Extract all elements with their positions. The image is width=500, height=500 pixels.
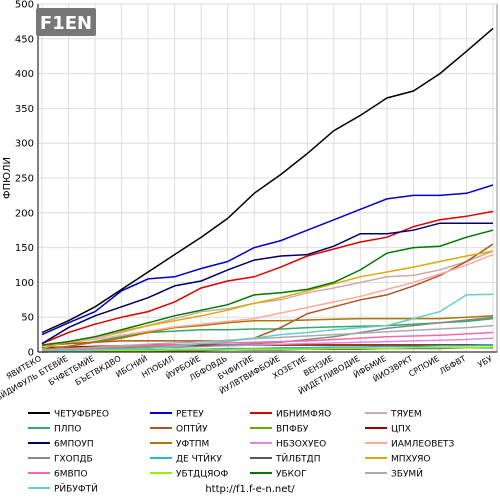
series-line-4 [41, 317, 494, 350]
legend-label: ИАМЛЕОВЕТЗ [391, 440, 455, 450]
legend-label: ПЛПО [54, 425, 81, 435]
y-tick-label: 250 [15, 174, 34, 185]
y-tick-label: 450 [15, 34, 34, 45]
y-tick-label: 400 [15, 69, 34, 80]
legend-label: УБТДЦЯОФ [176, 470, 229, 480]
series-line-0 [41, 27, 494, 334]
legend-label: ЦПХ [391, 425, 411, 435]
y-tick-label: 350 [15, 104, 34, 115]
series-line-18 [41, 229, 494, 346]
legend-label: 6МПОУП [54, 440, 94, 450]
legend-label: ДЕ ЧТЙКУ [176, 453, 222, 465]
series-line-1 [41, 184, 494, 336]
series-group [41, 27, 494, 353]
series-line-11 [41, 253, 494, 346]
legend-label: РЙБУФТЙ [54, 483, 98, 495]
source-url[interactable]: http://f1.f-e-n.net/ [205, 484, 295, 495]
series-line-3 [41, 250, 494, 348]
y-tick-labels: 0 50 100 150 200 250 300 350 400 450 500 [15, 0, 34, 359]
y-tick-label: 100 [15, 278, 34, 289]
axes [37, 4, 497, 353]
legend-label: ОПТЙУ [176, 423, 208, 435]
legend-label: ЧЕТУФБРЕО [54, 410, 109, 420]
series-line-17 [42, 346, 494, 353]
f1en-logo: F1EN [36, 8, 96, 36]
y-tick-label: 0 [28, 348, 34, 359]
x-category-label: ЛБФВТ [438, 354, 468, 376]
legend-label: 6МВПО [54, 470, 88, 480]
legend: ЧЕТУФБРЕО РЕТЕУ ИБНИМФЯО ТЯУЕМ ПЛПО ОПТЙУ ВПФБ… [28, 410, 455, 495]
y-tick-label: 50 [21, 313, 34, 324]
y-tick-label: 150 [15, 243, 34, 254]
series-line-15 [41, 250, 494, 350]
legend-label: УФТПМ [176, 440, 209, 450]
legend-label: УБКОГ [276, 470, 307, 480]
y-tick-label: 500 [15, 0, 34, 11]
legend-label: РЕТЕУ [176, 410, 204, 420]
series-line-2 [41, 210, 494, 345]
legend-label: НБЗОХУЕО [276, 440, 326, 450]
logo-text: F1EN [40, 13, 92, 34]
series-line-20 [41, 293, 494, 353]
series-line-19 [41, 324, 494, 351]
legend-label: ТЯУЕМ [390, 410, 422, 420]
x-category-label: УБУ [476, 354, 494, 369]
series-line-8 [41, 222, 493, 345]
legend-label: ГХОПДБ [54, 455, 93, 465]
legend-label: ТЙЛБТДП [275, 453, 320, 465]
legend-label: ИБНИМФЯО [276, 410, 331, 420]
series-line-9 [41, 315, 494, 351]
series-line-5 [41, 243, 494, 346]
y-tick-label: 300 [15, 139, 34, 150]
y-axis-label: ФПЮЛИ [2, 157, 13, 199]
legend-label: ЗБУМЙ [391, 468, 423, 480]
legend-label: ВПФБУ [276, 425, 309, 435]
legend-label: МПХУЯО [391, 455, 431, 465]
x-category-label: СРПОИЕ [407, 354, 441, 379]
y-tick-label: 200 [15, 208, 34, 219]
